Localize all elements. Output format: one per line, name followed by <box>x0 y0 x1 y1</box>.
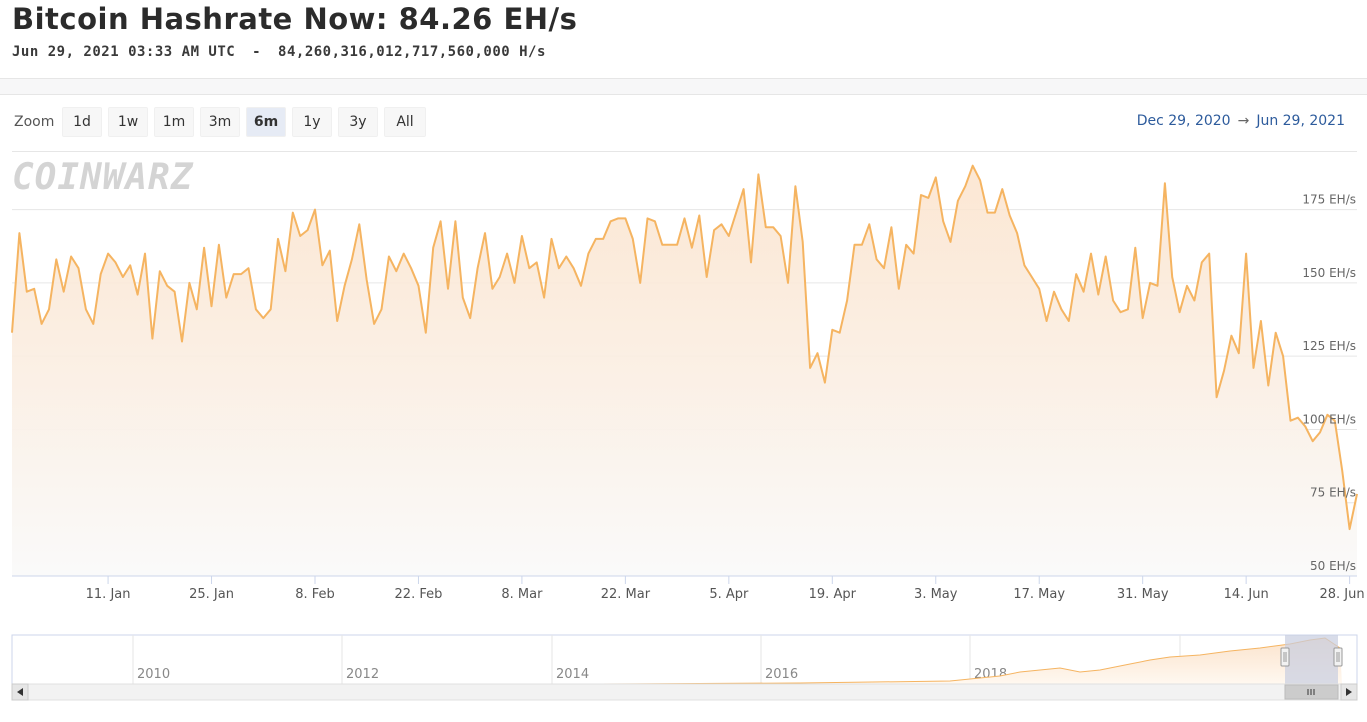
y-tick-label: 150 EH/s <box>1302 266 1356 280</box>
navigator-selection-mask[interactable] <box>1285 635 1338 684</box>
x-tick-label: 31. May <box>1117 587 1169 602</box>
navigator-year-label: 2016 <box>765 667 798 682</box>
date-range: Dec 29, 2020 → Jun 29, 2021 <box>1137 113 1345 129</box>
zoom-3m-button[interactable]: 3m <box>200 107 240 137</box>
navigator-right-handle[interactable] <box>1333 647 1343 667</box>
header: Bitcoin Hashrate Now: 84.26 EH/s Jun 29,… <box>0 0 1367 79</box>
hashrate-area <box>12 165 1357 576</box>
zoom-label: Zoom <box>14 114 55 130</box>
x-axis-labels: 11. Jan 25. Jan 8. Feb 22. Feb 8. Mar 22. Mar… <box>86 576 1365 602</box>
scroll-right-arrow-icon <box>1346 688 1352 696</box>
page-subtitle: Jun 29, 2021 03:33 AM UTC - 84,260,316,0… <box>12 44 546 60</box>
range-from[interactable]: Dec 29, 2020 <box>1136 113 1231 129</box>
zoom-1w-button[interactable]: 1w <box>108 107 148 137</box>
hashrate-line[interactable] <box>11 164 1358 531</box>
range-to[interactable]: Jun 29, 2021 <box>1256 113 1345 129</box>
x-tick-label: 22. Mar <box>601 587 651 602</box>
scroll-left-arrow-icon <box>17 688 23 696</box>
page-title: Bitcoin Hashrate Now: 84.26 EH/s <box>12 2 578 36</box>
x-tick-label: 17. May <box>1013 587 1065 602</box>
navigator-year-label: 2014 <box>556 667 589 682</box>
hashrate-value: 84,260,316,012,717,560,000 H/s <box>278 44 546 60</box>
zoom-6m-button[interactable]: 6m <box>246 107 286 137</box>
timestamp: Jun 29, 2021 03:33 AM UTC <box>12 44 236 60</box>
navigator-area <box>12 638 1342 684</box>
y-axis-labels: 50 EH/s 75 EH/s 100 EH/s 125 EH/s 150 EH/s 17… <box>1302 193 1356 573</box>
x-tick-label: 8. Feb <box>295 587 335 602</box>
navigator-year-label: 2010 <box>137 667 170 682</box>
x-tick-label: 25. Jan <box>189 587 234 602</box>
zoom-3y-button[interactable]: 3y <box>338 107 378 137</box>
x-tick-label: 5. Apr <box>709 587 749 602</box>
navigator[interactable]: 201020122014201620182020 <box>11 634 1358 685</box>
x-tick-label: 28. Jun <box>1319 587 1364 602</box>
toolbar-divider <box>12 151 1357 152</box>
navigator-year-label: 2012 <box>346 667 379 682</box>
range-arrow: → <box>1237 113 1250 129</box>
scrollbar-track[interactable] <box>11 683 1358 701</box>
y-tick-label: 50 EH/s <box>1310 559 1356 573</box>
zoom-all-button[interactable]: All <box>384 107 426 137</box>
navigator-left-handle[interactable] <box>1280 647 1290 667</box>
scrollbar[interactable] <box>11 683 1358 701</box>
zoom-1y-button[interactable]: 1y <box>292 107 332 137</box>
subtitle-separator: - <box>252 44 262 60</box>
x-tick-label: 3. May <box>914 587 958 602</box>
x-tick-label: 22. Feb <box>395 587 443 602</box>
scrollbar-grip-icon <box>1307 689 1315 695</box>
x-tick-label: 14. Jun <box>1224 587 1269 602</box>
x-tick-label: 8. Mar <box>501 587 543 602</box>
zoom-1m-button[interactable]: 1m <box>154 107 194 137</box>
y-tick-label: 100 EH/s <box>1302 412 1356 426</box>
y-tick-label: 75 EH/s <box>1310 486 1356 500</box>
y-tick-label: 125 EH/s <box>1302 339 1356 353</box>
x-tick-label: 19. Apr <box>809 587 857 602</box>
zoom-1d-button[interactable]: 1d <box>62 107 102 137</box>
y-tick-label: 175 EH/s <box>1302 193 1356 207</box>
coinwarz-logo: COINWARZ <box>12 157 194 198</box>
x-tick-label: 11. Jan <box>86 587 131 602</box>
